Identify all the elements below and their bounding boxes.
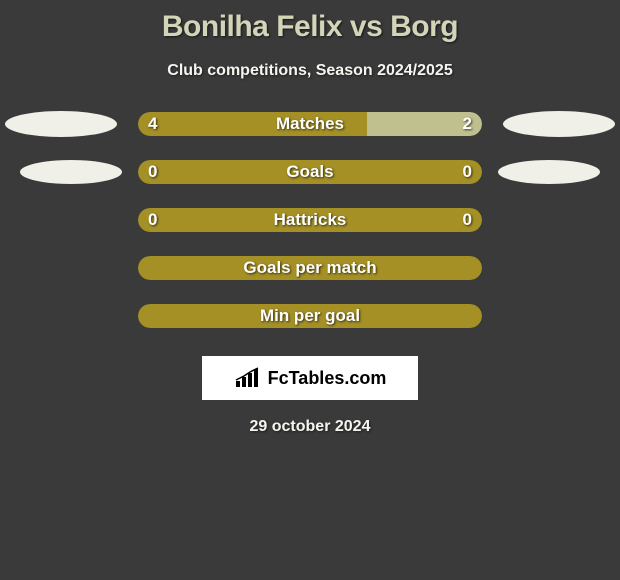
stats-container: 4 2 Matches 0 0 Goals 0 0 Hattricks Goals per mat… — [0, 112, 620, 328]
stat-value-right: 2 — [463, 114, 472, 134]
bar-track: Goals per match — [138, 256, 482, 280]
bar-track: 0 0 Goals — [138, 160, 482, 184]
stat-row: Goals per match — [0, 256, 620, 280]
stat-row: 0 0 Goals — [0, 160, 620, 184]
stat-row: 0 0 Hattricks — [0, 208, 620, 232]
stat-row: 4 2 Matches — [0, 112, 620, 136]
stat-label: Goals per match — [243, 258, 376, 278]
player-left-marker — [20, 160, 122, 184]
bar-track: 0 0 Hattricks — [138, 208, 482, 232]
stat-label: Goals — [286, 162, 333, 182]
page-title: Bonilha Felix vs Borg — [0, 0, 620, 44]
logo-text: FcTables.com — [268, 368, 387, 389]
stat-value-left: 0 — [148, 210, 157, 230]
stat-label: Hattricks — [274, 210, 347, 230]
subtitle: Club competitions, Season 2024/2025 — [0, 62, 620, 80]
stat-value-right: 0 — [463, 210, 472, 230]
bar-right — [310, 160, 482, 184]
stat-label: Min per goal — [260, 306, 360, 326]
bar-track: 4 2 Matches — [138, 112, 482, 136]
stat-row: Min per goal — [0, 304, 620, 328]
date-text: 29 october 2024 — [0, 418, 620, 436]
chart-icon — [234, 367, 262, 389]
player-right-marker — [498, 160, 600, 184]
stat-value-left: 0 — [148, 162, 157, 182]
stat-value-right: 0 — [463, 162, 472, 182]
player-left-marker — [5, 111, 117, 137]
stat-label: Matches — [276, 114, 344, 134]
fctables-logo: FcTables.com — [202, 356, 418, 400]
stat-value-left: 4 — [148, 114, 157, 134]
player-right-marker — [503, 111, 615, 137]
bar-left — [138, 160, 310, 184]
bar-track: Min per goal — [138, 304, 482, 328]
